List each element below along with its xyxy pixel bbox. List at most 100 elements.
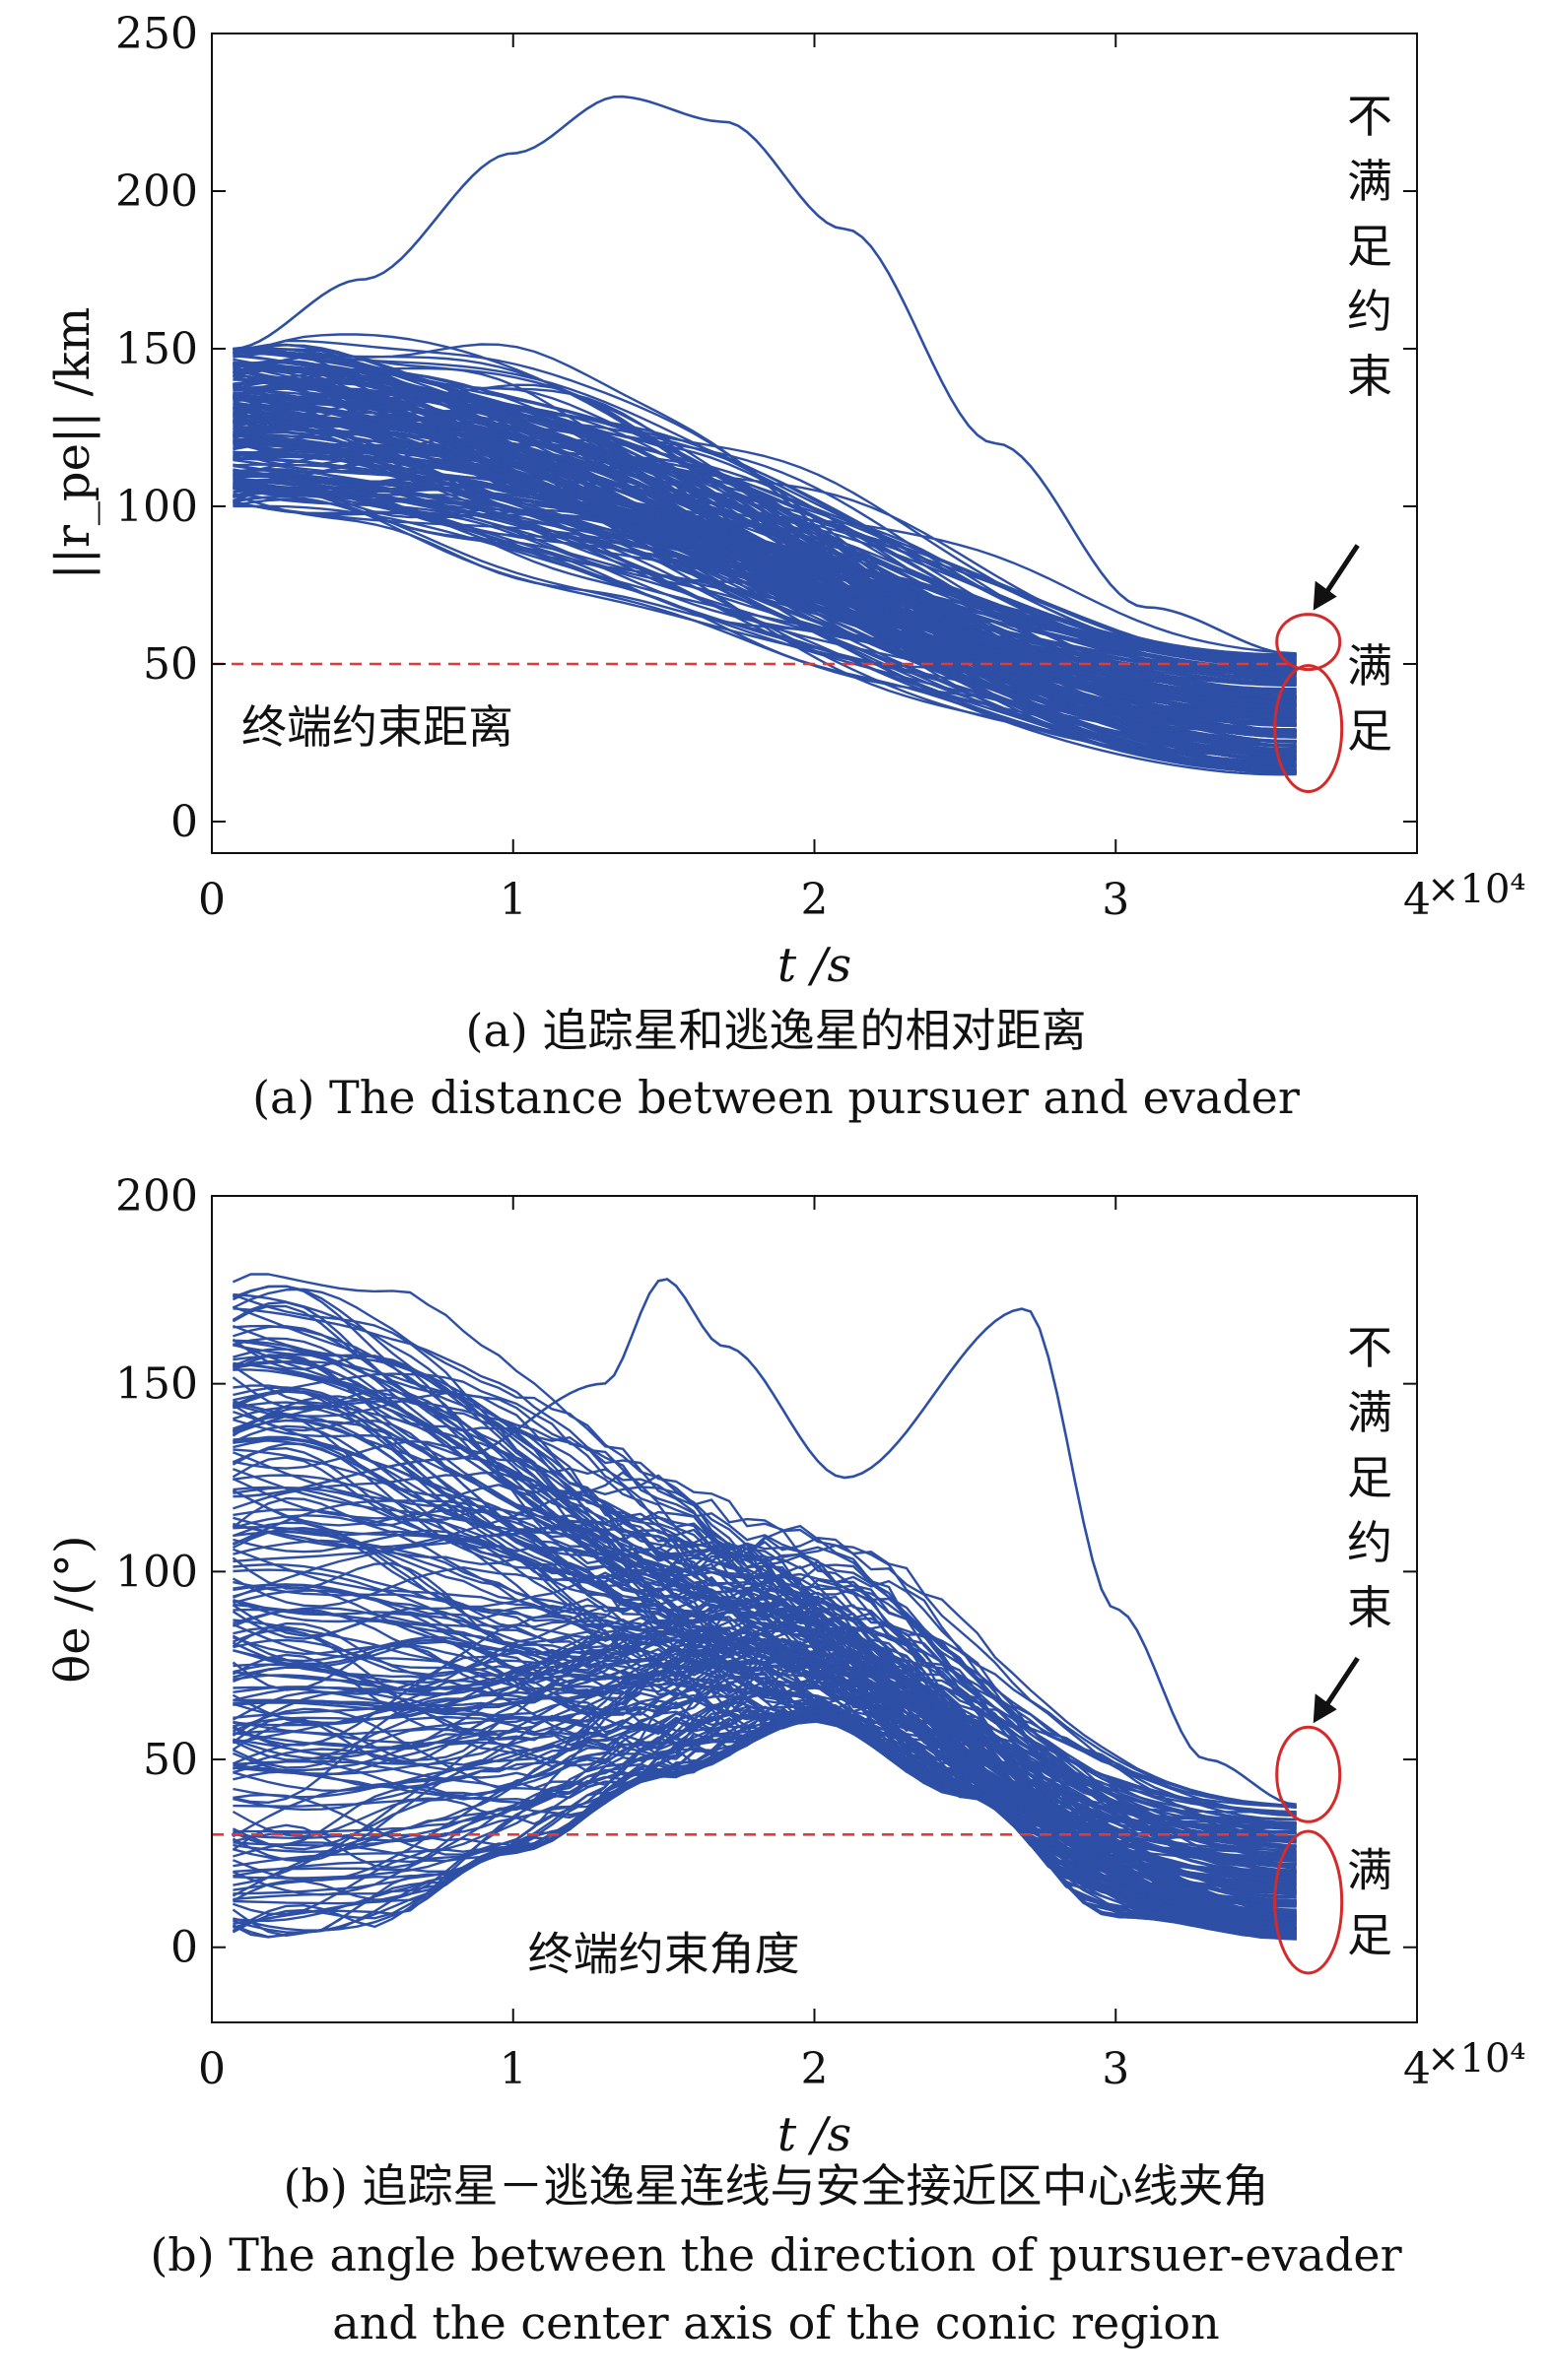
trajectory-line [233,438,1297,677]
trajectory-line [233,1307,1297,1912]
trajectory-line [233,414,1297,728]
y-tick-label: 100 [115,482,198,532]
x-tick-label: 4 [1403,875,1431,925]
annotation-char: 满 [1347,639,1392,693]
x-axis-label: t /s [777,2107,851,2162]
annotation-char: 足 [1347,220,1392,273]
chart-trajectories [232,95,1297,776]
chart-b-svg: 0 1 2 3 4 0 50 100 150 200 ×10⁴ t /s θe /(°) 终端约束角度 不满… [45,1171,1525,2162]
chart-a-caption-cn: (a) 追踪星和逃逸星的相对距离 [465,1004,1087,1057]
y-tick-label: 0 [170,1923,198,1973]
trajectory-line [232,1680,1297,1882]
annotation-char: 满 [1347,155,1392,208]
annotation-char: 足 [1347,1908,1392,1961]
trajectory-line [232,1285,1297,1854]
trajectory-line [232,1620,1297,1917]
arrow-head [1313,580,1337,611]
x-multiplier: ×10⁴ [1427,2036,1525,2082]
annotation-char: 满 [1347,1843,1392,1896]
x-tick-label: 2 [801,875,829,925]
chart-b-caption-en-2: and the center axis of the conic region [332,2296,1220,2349]
trajectory-line [233,375,1297,659]
trajectory-line [233,484,1297,753]
annotation-char: 不 [1347,1321,1392,1374]
trajectory-line [233,363,1297,748]
trajectory-line [233,1362,1297,1883]
chart-a-caption-en: (a) The distance between pursuer and eva… [252,1071,1300,1124]
trajectory-line [233,468,1297,703]
annotation-char: 足 [1347,704,1392,758]
unsatisfied-ellipse [1275,1725,1342,1823]
threshold-label: 终端约束角度 [528,1928,800,1981]
x-tick-label: 3 [1102,2044,1129,2094]
trajectory-line [233,411,1297,761]
y-tick-label: 100 [115,1547,198,1597]
trajectory-line [232,1527,1297,1838]
trajectory-line [233,343,1297,757]
annotation-char: 约 [1347,1516,1392,1569]
chart-b-caption-en-1: (b) The angle between the direction of p… [150,2228,1402,2281]
trajectory-line [233,1474,1297,1809]
x-tick-label: 3 [1102,875,1129,925]
trajectory-line [232,1353,1297,1860]
y-axis-label: θe /(°) [45,1535,101,1683]
trajectory-line [233,1662,1297,1937]
y-tick-label: 0 [170,797,198,847]
x-tick-label: 1 [500,875,527,925]
trajectory-line [233,1607,1297,1835]
y-tick-label: 150 [115,324,198,374]
trajectory-line [233,1607,1297,1847]
chart-trajectories [232,1273,1297,1941]
x-tick-label: 0 [198,875,226,925]
chart-a-svg: 0 1 2 3 4 0 50 100 150 200 250 ×10⁴ t /s ||r_pe|| /km… [45,9,1525,993]
trajectory-line [233,464,1297,718]
satisfied-ellipse [1273,664,1344,794]
annotation-satisfied: 满足 [1347,1843,1392,1961]
outlier-trajectory-line [233,1278,1297,1807]
x-tick-label: 4 [1403,2044,1431,2094]
arrow-head [1313,1693,1337,1724]
chart-panel-a: 0 1 2 3 4 0 50 100 150 200 250 ×10⁴ t /s ||r_pe|| /km… [0,0,1552,1143]
y-tick-label: 200 [115,1171,198,1222]
threshold-label: 终端约束距离 [241,700,513,754]
y-tick-label: 200 [115,166,198,217]
trajectory-line [232,1621,1297,1810]
y-tick-label: 50 [143,639,198,690]
trajectory-line [232,1622,1297,1849]
trajectory-line [232,1531,1297,1930]
x-axis-label: t /s [777,938,851,993]
trajectory-line [233,1636,1297,1898]
chart-b-caption-cn: (b) 追踪星－逃逸星连线与安全接近区中心线夹角 [283,2159,1269,2213]
annotation-char: 束 [1347,350,1392,403]
trajectory-line [233,1514,1297,1893]
annotation-char: 束 [1347,1581,1392,1634]
chart-panel-b: 0 1 2 3 4 0 50 100 150 200 ×10⁴ t /s θe /(°) 终端约束角度 不满… [0,1143,1552,2380]
trajectory-line [233,367,1297,758]
annotation-char: 满 [1347,1386,1392,1439]
annotation-char: 不 [1347,90,1392,143]
x-tick-label: 0 [198,2044,226,2094]
trajectory-line [233,1708,1297,1895]
annotation-char: 足 [1347,1451,1392,1504]
trajectory-line [233,499,1297,768]
trajectory-line [232,343,1297,703]
y-tick-label: 150 [115,1359,198,1410]
trajectory-line [233,463,1297,728]
trajectory-line [233,412,1297,697]
satisfied-ellipse [1273,1829,1344,1975]
trajectory-line [233,1384,1297,1826]
trajectory-line [232,1634,1297,1892]
x-tick-label: 1 [500,2044,527,2094]
y-axis-label: ||r_pe|| /km [45,307,101,580]
trajectory-line [233,373,1297,748]
annotation-char: 约 [1347,285,1392,338]
trajectory-line [233,1487,1297,1830]
trajectory-line [233,1292,1297,1925]
trajectory-line [233,417,1297,696]
x-multiplier: ×10⁴ [1427,867,1525,912]
trajectory-line [232,1666,1297,1934]
trajectory-line [233,350,1297,735]
x-tick-label: 2 [801,2044,829,2094]
